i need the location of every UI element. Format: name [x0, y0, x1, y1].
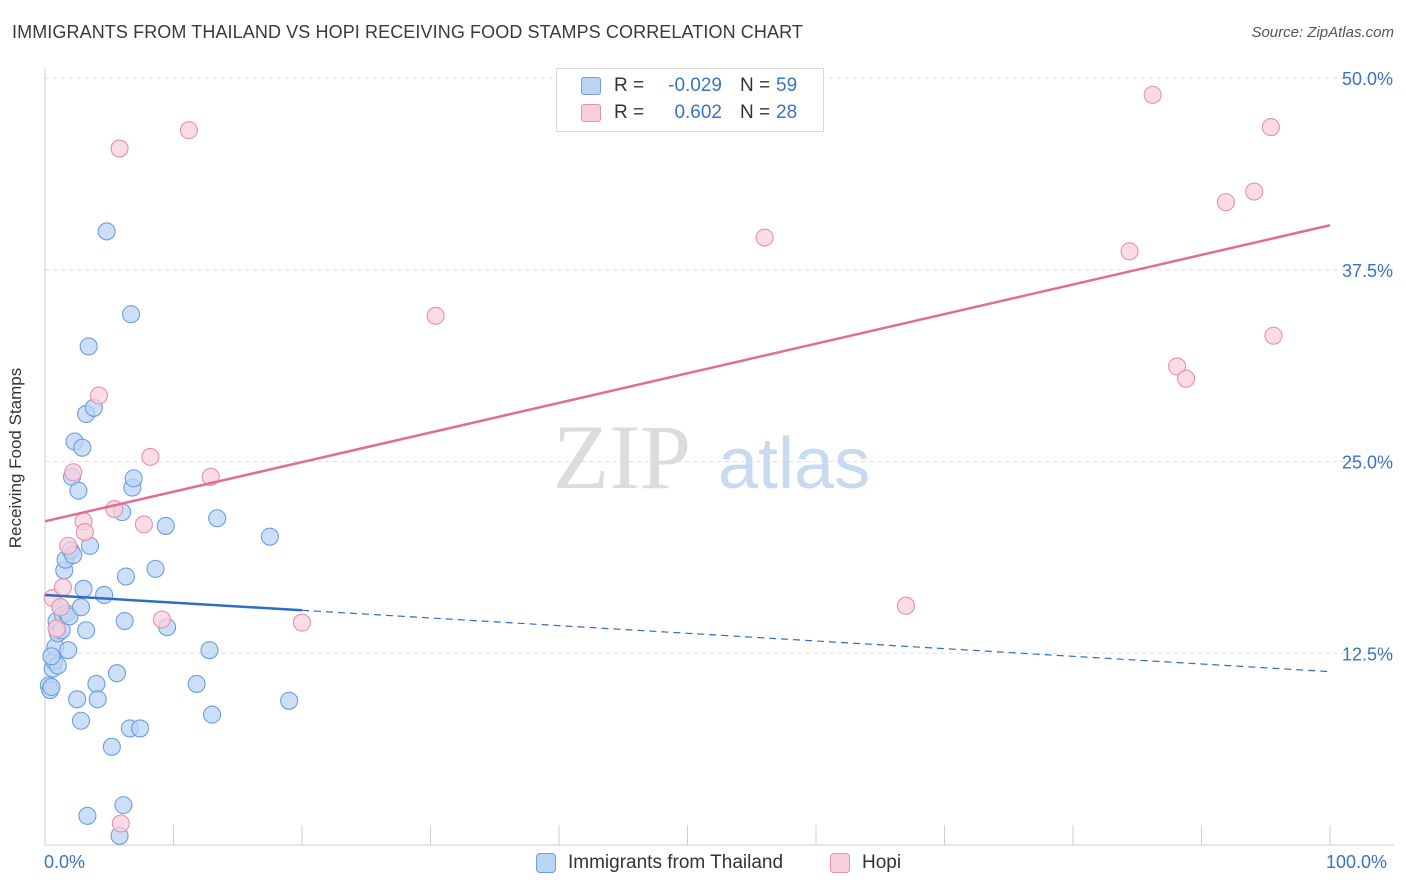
- hopi-point: [292, 613, 312, 632]
- hopi-point: [755, 228, 774, 247]
- y-tick-label: 37.5%: [1342, 261, 1393, 281]
- thailand-point: [115, 611, 134, 631]
- legend-row-thailand: R = -0.029 N = 59: [581, 73, 797, 99]
- thailand-point: [260, 527, 279, 546]
- thailand-point: [42, 677, 61, 697]
- hopi-point: [59, 536, 78, 555]
- legend-swatch-hopi: [830, 853, 850, 873]
- hopi-point: [1261, 118, 1280, 137]
- y-axis-label: Receiving Food Stamps: [6, 367, 25, 549]
- legend-r-value: -0.029: [668, 75, 722, 96]
- hopi-point: [51, 598, 70, 617]
- hopi-point: [1264, 326, 1283, 345]
- thailand-point: [71, 711, 91, 730]
- hopi-point: [1177, 369, 1196, 388]
- thailand-trend-extension: [301, 609, 1331, 673]
- thailand-point: [95, 585, 114, 605]
- hopi-point: [1168, 357, 1187, 376]
- source-label: Source: ZipAtlas.com: [1251, 24, 1394, 41]
- hopi-point: [134, 515, 153, 534]
- series-thailand-points: [39, 222, 299, 845]
- hopi-point: [47, 619, 66, 638]
- legend-item-hopi[interactable]: Hopi: [830, 852, 901, 874]
- legend-n-value: 59: [776, 75, 798, 96]
- thailand-point: [88, 690, 107, 709]
- correlation-legend: R = -0.029 N = 59 R = 0.602 N = 28: [556, 68, 824, 132]
- hopi-point: [1216, 193, 1235, 212]
- legend-n-value: 28: [776, 102, 798, 123]
- thailand-point: [187, 674, 206, 693]
- legend-r-label: R =: [614, 102, 645, 123]
- hopi-point: [1245, 182, 1264, 201]
- hopi-point: [1143, 85, 1162, 104]
- thailand-point: [131, 719, 150, 738]
- thailand-point: [203, 705, 222, 724]
- y-tick-labels: 12.5% 25.0% 37.5% 50.0%: [1342, 69, 1393, 664]
- thailand-point: [97, 222, 116, 241]
- thailand-trend-line: [44, 593, 303, 612]
- legend-r-value: 0.602: [674, 102, 722, 123]
- legend-r-label: R =: [614, 75, 645, 96]
- hopi-point: [111, 814, 130, 833]
- legend-item-thailand[interactable]: Immigrants from Thailand: [536, 852, 783, 874]
- legend-label-hopi: Hopi: [862, 852, 902, 873]
- thailand-point: [59, 641, 78, 660]
- hopi-point: [53, 578, 73, 597]
- thailand-point: [78, 806, 97, 825]
- hopi-point: [141, 447, 160, 466]
- legend-row-hopi: R = 0.602 N = 28: [581, 100, 797, 126]
- legend-n-label: N =: [740, 102, 771, 123]
- trend-lines: [44, 224, 1331, 673]
- hopi-point: [896, 596, 916, 615]
- legend-n-label: N =: [740, 75, 771, 96]
- thailand-point: [68, 690, 87, 709]
- watermark-zip: ZIP: [553, 406, 691, 508]
- thailand-point: [280, 691, 299, 710]
- thailand-point: [107, 664, 127, 683]
- y-tick-label: 25.0%: [1342, 453, 1393, 473]
- watermark-atlas: atlas: [718, 424, 870, 504]
- thailand-point: [77, 621, 96, 640]
- y-tick-label: 50.0%: [1342, 69, 1393, 89]
- legend-swatch-thailand: [581, 77, 601, 95]
- thailand-point: [124, 469, 143, 488]
- thailand-point: [42, 647, 61, 666]
- thailand-point: [74, 579, 93, 598]
- thailand-point: [102, 737, 121, 756]
- thailand-point: [71, 598, 91, 617]
- thailand-point: [116, 567, 136, 586]
- legend-label-thailand: Immigrants from Thailand: [568, 852, 784, 873]
- hopi-point: [89, 386, 109, 405]
- legend-swatch-hopi: [581, 104, 601, 122]
- axes: [44, 68, 1394, 846]
- legend-swatch-thailand: [536, 853, 556, 873]
- thailand-point: [79, 337, 98, 356]
- hopi-point: [110, 139, 129, 158]
- series-legend: Immigrants from Thailand Hopi: [0, 852, 1406, 878]
- hopi-point: [1120, 242, 1139, 261]
- hopi-trend-line: [44, 224, 1331, 523]
- hopi-point: [64, 463, 83, 482]
- hopi-point: [75, 523, 94, 542]
- watermark: ZIP atlas: [553, 406, 870, 508]
- thailand-point: [156, 516, 175, 535]
- thailand-point: [73, 438, 92, 457]
- thailand-point: [114, 796, 133, 815]
- thailand-point: [87, 674, 106, 693]
- chart-title: IMMIGRANTS FROM THAILAND VS HOPI RECEIVI…: [12, 22, 803, 42]
- x-tick-label-max: 100.0%: [1326, 852, 1388, 872]
- hopi-point: [152, 610, 171, 629]
- thailand-point: [208, 509, 227, 528]
- x-tick-label-min: 0.0%: [44, 852, 86, 872]
- thailand-point: [200, 641, 219, 660]
- hopi-point: [426, 306, 445, 325]
- hopi-point: [179, 121, 198, 140]
- series-hopi-points: [43, 85, 1283, 833]
- thailand-point: [146, 559, 165, 578]
- y-tick-label: 12.5%: [1342, 644, 1393, 664]
- thailand-point: [122, 305, 141, 324]
- thailand-point: [69, 481, 88, 500]
